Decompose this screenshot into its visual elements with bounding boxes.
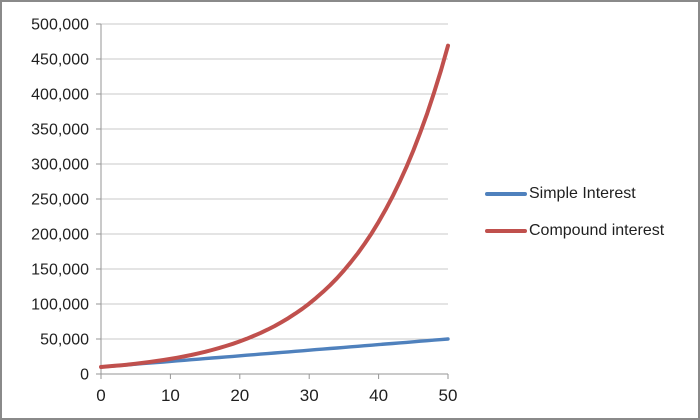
x-axis-tick-label: 30: [300, 386, 319, 405]
legend-label-compound-interest: Compound interest: [529, 222, 665, 239]
y-axis-tick-label: 500,000: [31, 17, 89, 34]
y-axis-tick-label: 450,000: [31, 52, 89, 69]
y-axis-tick-label: 150,000: [31, 262, 89, 279]
simple-interest-line-swatch: [485, 192, 527, 196]
y-axis-tick-label: 200,000: [31, 227, 89, 244]
legend-item-simple-interest: Simple Interest: [485, 184, 664, 204]
legend-label-simple-interest: Simple Interest: [529, 185, 636, 202]
y-axis-tick-label: 50,000: [40, 332, 89, 349]
legend-item-compound-interest: Compound interest: [485, 221, 664, 241]
y-axis-tick-label: 300,000: [31, 157, 89, 174]
compound-interest-line-swatch: [485, 229, 527, 233]
legend: Simple Interest Compound interest: [485, 184, 664, 258]
y-axis-tick-label: 350,000: [31, 122, 89, 139]
x-axis-tick-label: 40: [369, 386, 388, 405]
compound-interest-line: [99, 43, 450, 369]
x-axis-tick-label: 10: [161, 386, 180, 405]
y-axis-tick-label: 100,000: [31, 297, 89, 314]
y-axis-tick-label: 0: [80, 367, 89, 384]
y-axis-tick-label: 400,000: [31, 87, 89, 104]
x-axis-tick-label: 50: [439, 386, 458, 405]
x-axis-tick-label: 0: [96, 386, 105, 405]
y-axis-tick-label: 250,000: [31, 192, 89, 209]
x-axis-tick-label: 20: [230, 386, 249, 405]
